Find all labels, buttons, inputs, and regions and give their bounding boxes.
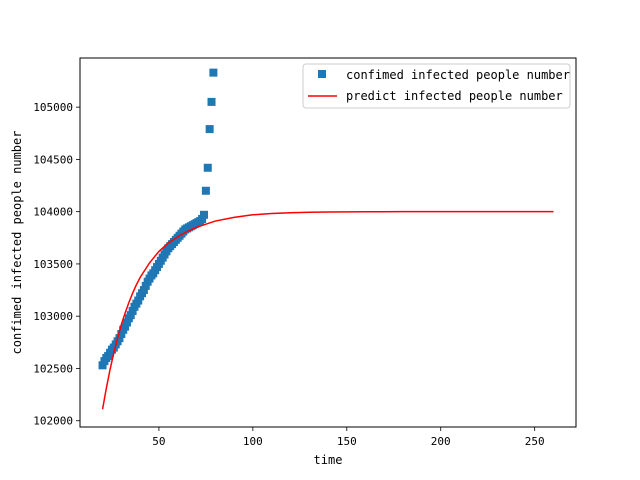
scatter-point bbox=[121, 322, 130, 331]
legend: confimed infected people number predict … bbox=[302, 63, 571, 109]
scatter-point bbox=[205, 125, 214, 134]
x-axis-label: time bbox=[314, 453, 343, 467]
x-axis: 50 100 150 200 250 bbox=[152, 427, 545, 448]
scatter-point bbox=[98, 361, 107, 370]
x-tick-label: 100 bbox=[243, 435, 263, 448]
y-tick-label: 104000 bbox=[33, 206, 73, 219]
y-tick-label: 103000 bbox=[33, 310, 73, 323]
y-tick-label: 105000 bbox=[33, 101, 73, 114]
y-axis: 102000 102500 103000 103500 104000 104500 1050… bbox=[33, 101, 80, 428]
scatter-point bbox=[200, 210, 208, 219]
scatter-point bbox=[139, 286, 148, 295]
scatter-point bbox=[134, 296, 143, 305]
scatter-point bbox=[198, 214, 207, 223]
scatter-point bbox=[141, 281, 150, 290]
scatter-series bbox=[98, 68, 218, 370]
x-tick-label: 50 bbox=[152, 435, 165, 448]
x-tick-label: 200 bbox=[431, 435, 451, 448]
scatter-point bbox=[201, 186, 210, 195]
scatter-point bbox=[209, 68, 218, 77]
y-tick-label: 102000 bbox=[33, 415, 73, 428]
x-tick-label: 250 bbox=[525, 435, 545, 448]
plot-frame bbox=[79, 57, 577, 428]
legend-box bbox=[302, 63, 571, 109]
scatter-point bbox=[122, 318, 131, 327]
scatter-point bbox=[207, 97, 216, 106]
legend-marker-scatter bbox=[318, 70, 326, 78]
scatter-point bbox=[115, 334, 124, 343]
predict-line bbox=[101, 210, 554, 410]
scatter-point bbox=[128, 306, 137, 315]
scatter-point bbox=[126, 311, 135, 320]
legend-label: confimed infected people number bbox=[346, 68, 570, 82]
scatter-point bbox=[117, 329, 126, 338]
y-tick-label: 103500 bbox=[33, 258, 73, 271]
y-tick-label: 102500 bbox=[33, 362, 73, 375]
y-tick-label: 104500 bbox=[33, 153, 73, 166]
scatter-point bbox=[203, 163, 212, 172]
x-tick-label: 150 bbox=[337, 435, 357, 448]
y-axis-label: confimed infected people number bbox=[10, 131, 24, 355]
legend-label: predict infected people number bbox=[346, 89, 563, 103]
